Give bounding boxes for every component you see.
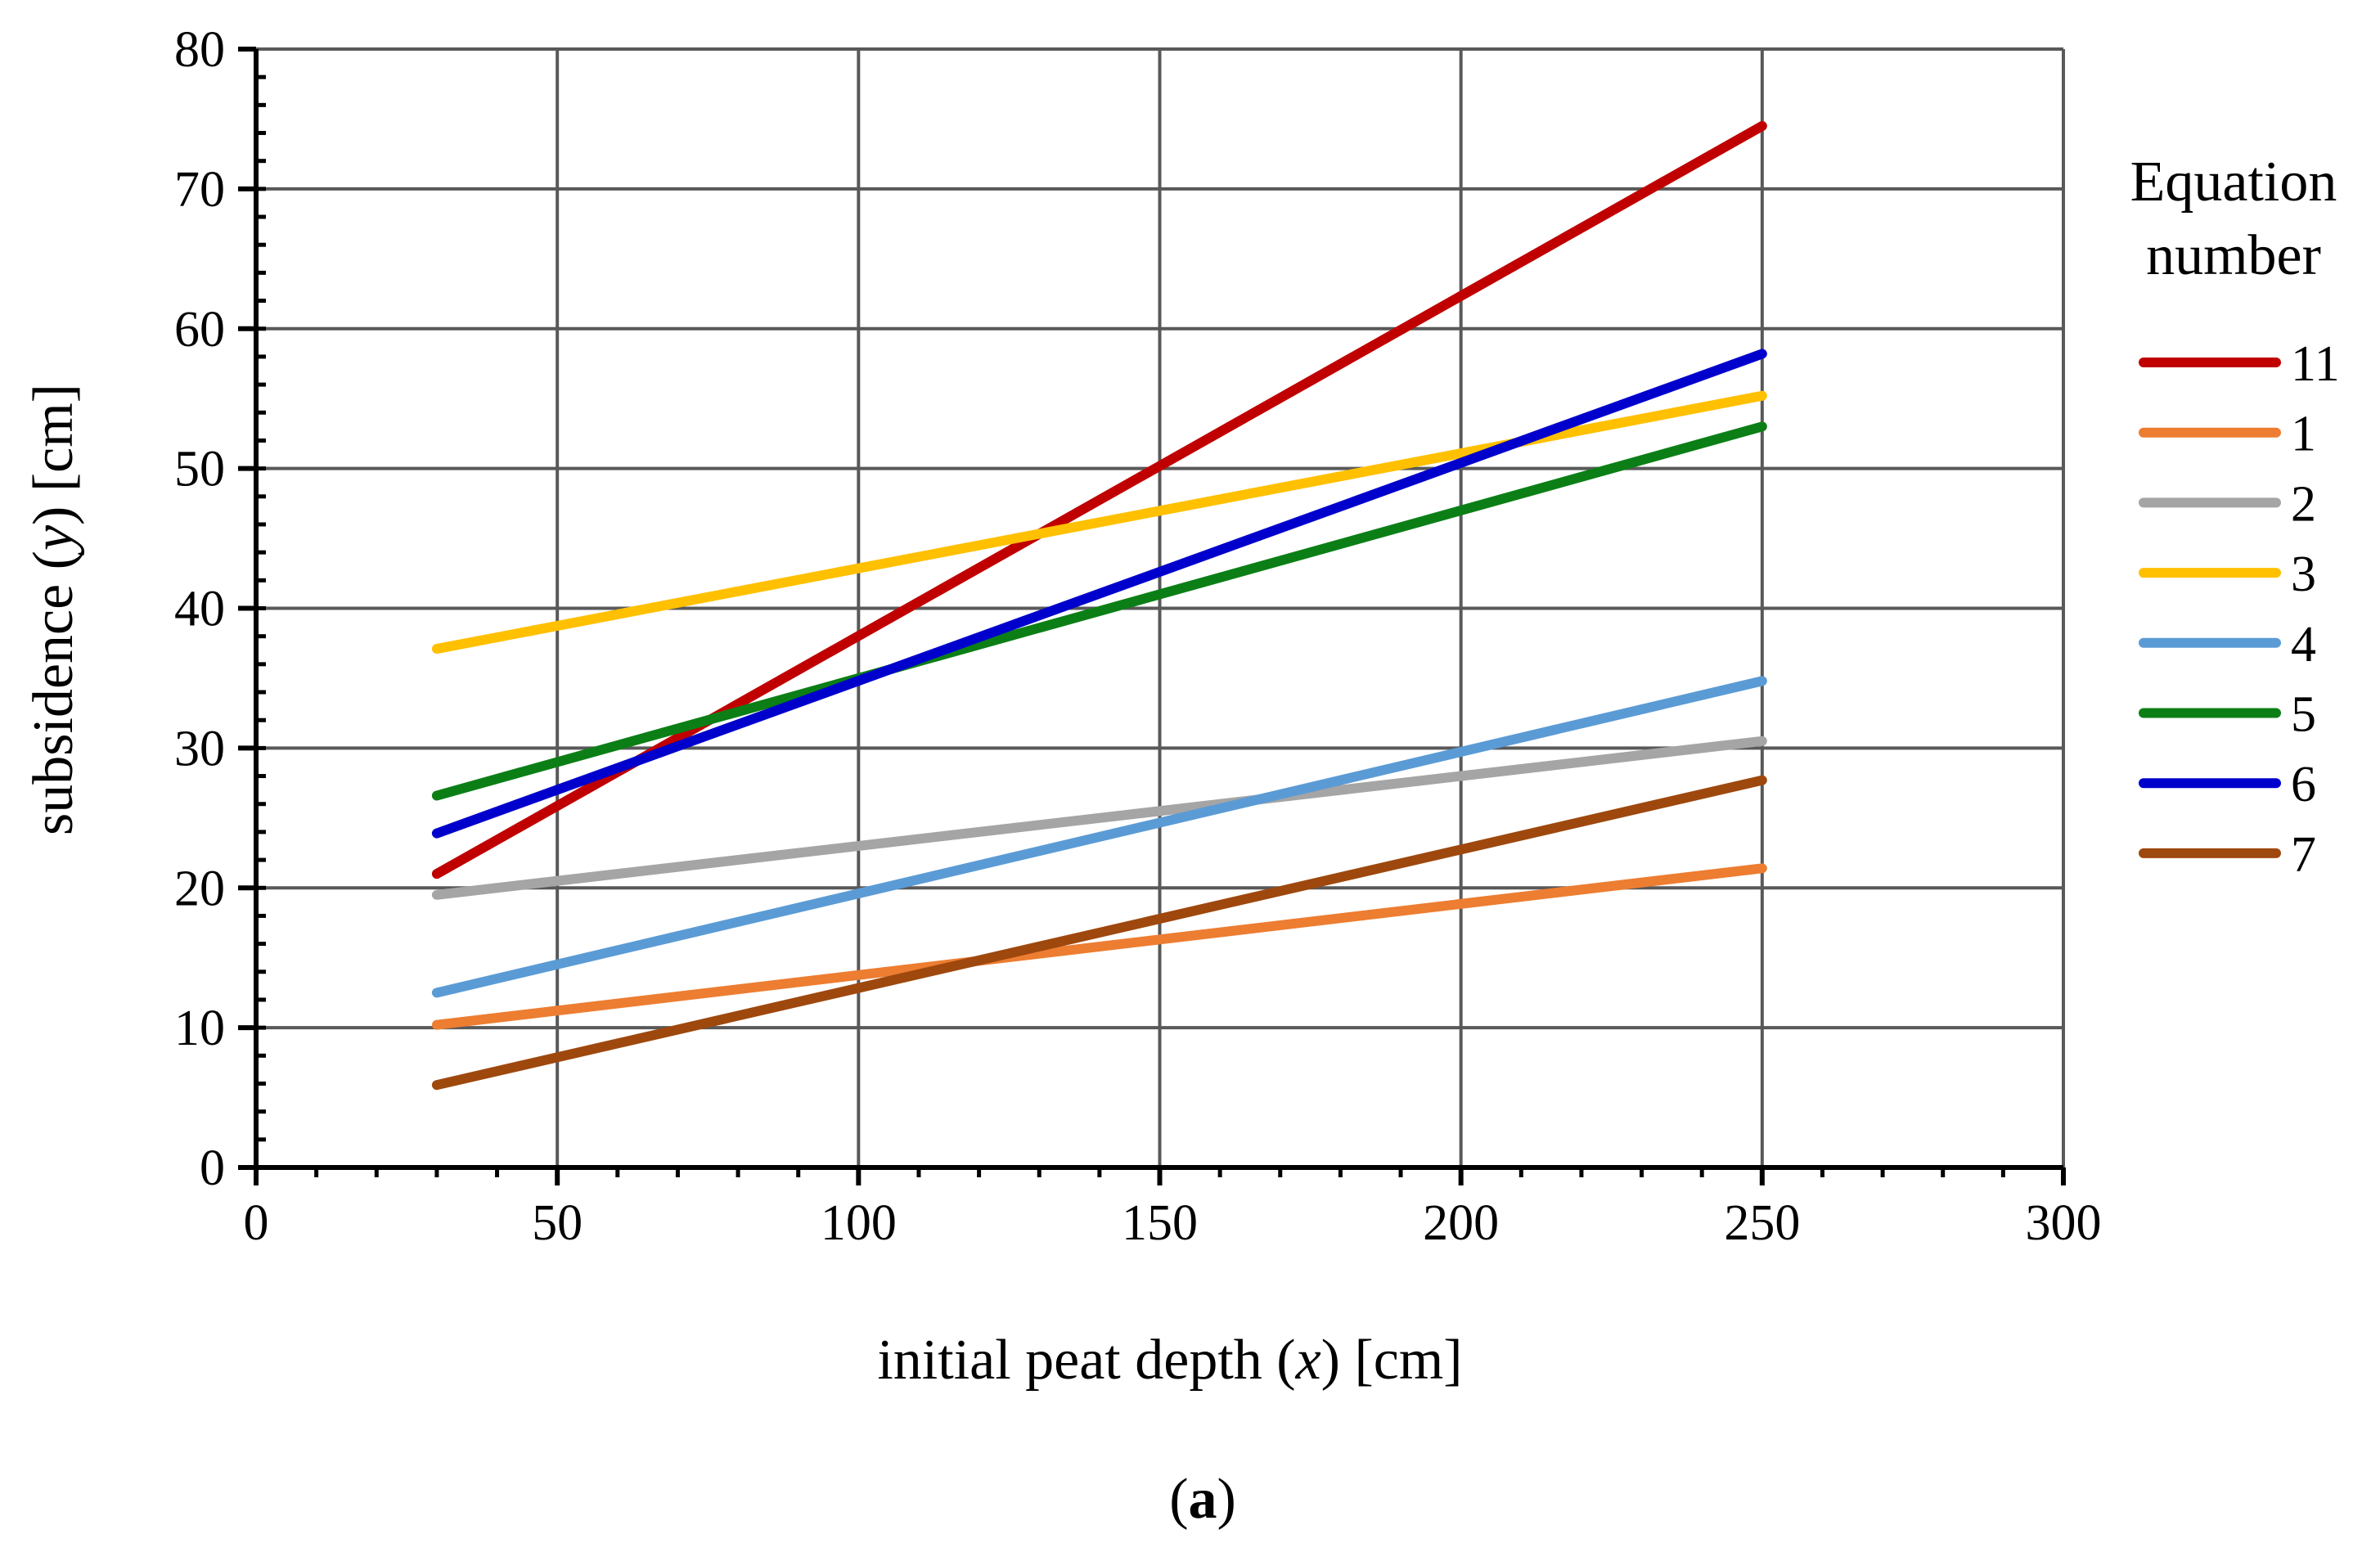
- x-tick-label: 50: [532, 1195, 583, 1251]
- series-line-2: [431, 736, 1767, 900]
- x-tick-label: 0: [244, 1195, 269, 1251]
- legend-title-line2: number: [2146, 224, 2321, 287]
- legend-label-7: 7: [2291, 827, 2316, 883]
- series-line-4: [431, 676, 1767, 998]
- series-line-1: [431, 863, 1767, 1030]
- legend-label-2: 2: [2291, 476, 2316, 532]
- legend-label-11: 11: [2291, 336, 2340, 392]
- y-tick-label: 20: [174, 861, 225, 916]
- x-tick-label: 200: [1423, 1195, 1499, 1251]
- x-tick-label: 300: [2026, 1195, 2102, 1251]
- y-tick-label: 70: [174, 162, 225, 218]
- series-lines: [431, 120, 1767, 1091]
- y-tick-label: 40: [174, 582, 225, 637]
- y-tick-label: 50: [174, 442, 225, 497]
- x-tick-label: 100: [821, 1195, 897, 1251]
- legend-label-5: 5: [2291, 687, 2316, 743]
- x-tick-label: 250: [1724, 1195, 1800, 1251]
- y-tick-label: 30: [174, 721, 225, 776]
- x-tick-label: 150: [1122, 1195, 1198, 1251]
- x-axis-label: initial peat depth (x) [cm]: [877, 1329, 1462, 1392]
- legend-title-line1: Equation: [2130, 151, 2337, 214]
- series-line-5: [431, 421, 1767, 801]
- figure-caption: (a): [1169, 1468, 1236, 1531]
- legend-label-4: 4: [2291, 617, 2316, 673]
- series-line-7: [431, 775, 1767, 1091]
- series-line-6: [431, 349, 1767, 839]
- y-tick-label: 60: [174, 302, 225, 358]
- y-tick-label: 10: [174, 1001, 225, 1056]
- axes: [238, 47, 2066, 1185]
- legend-label-6: 6: [2291, 757, 2316, 812]
- legend-label-1: 1: [2291, 407, 2316, 462]
- y-axis-label: subsidence (y) [cm]: [22, 384, 85, 835]
- tick-labels: 0 10 20 30 40 50 60 70 80 0 50 100 150 200 250 300: [174, 22, 2102, 1251]
- grid: [256, 47, 2065, 1167]
- y-tick-label: 80: [174, 22, 225, 78]
- y-tick-label: 0: [200, 1140, 225, 1196]
- legend-label-3: 3: [2291, 547, 2316, 602]
